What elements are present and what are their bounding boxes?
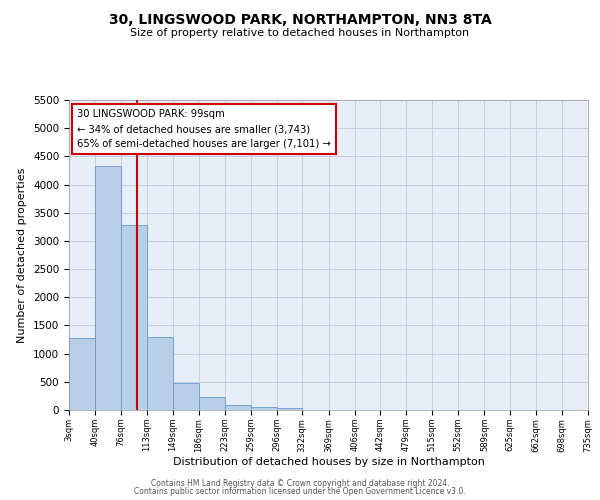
Text: Size of property relative to detached houses in Northampton: Size of property relative to detached ho… [130,28,470,38]
Bar [277,408,302,410]
Bar [147,338,173,410]
Text: Contains public sector information licensed under the Open Government Licence v3: Contains public sector information licen… [134,487,466,496]
Bar [95,166,121,410]
Bar [251,407,277,410]
Bar [173,383,199,410]
Text: Contains HM Land Registry data © Crown copyright and database right 2024.: Contains HM Land Registry data © Crown c… [151,478,449,488]
Bar [225,405,251,410]
Bar [121,225,147,410]
Text: 30 LINGSWOOD PARK: 99sqm
← 34% of detached houses are smaller (3,743)
65% of sem: 30 LINGSWOOD PARK: 99sqm ← 34% of detach… [77,110,331,149]
Y-axis label: Number of detached properties: Number of detached properties [17,168,28,342]
Bar [69,338,95,410]
Text: 30, LINGSWOOD PARK, NORTHAMPTON, NN3 8TA: 30, LINGSWOOD PARK, NORTHAMPTON, NN3 8TA [109,12,491,26]
X-axis label: Distribution of detached houses by size in Northampton: Distribution of detached houses by size … [173,457,484,467]
Bar [199,397,225,410]
